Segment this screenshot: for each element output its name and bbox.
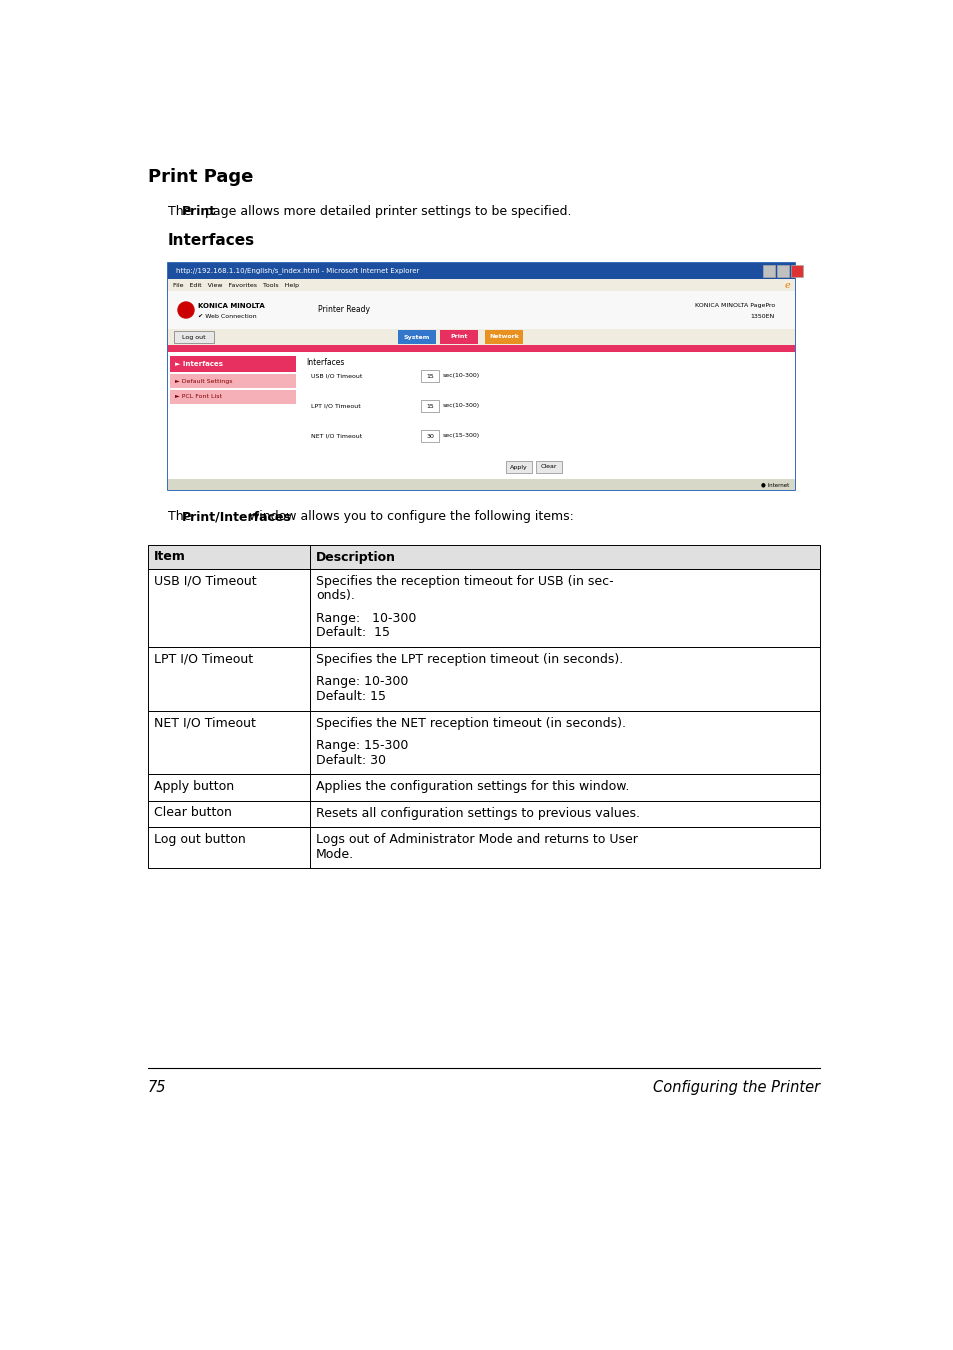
Text: onds).: onds). <box>315 590 355 602</box>
Bar <box>148 545 820 568</box>
Text: 30: 30 <box>426 433 434 439</box>
Bar <box>420 400 438 412</box>
Text: Range: 10-300: Range: 10-300 <box>315 675 408 688</box>
Bar <box>148 828 820 868</box>
Text: Interfaces: Interfaces <box>306 358 344 367</box>
Text: page allows more detailed printer settings to be specified.: page allows more detailed printer settin… <box>201 205 572 217</box>
Text: window allows you to configure the following items:: window allows you to configure the follo… <box>245 510 574 522</box>
Bar <box>148 710 820 774</box>
Text: KONICA MINOLTA: KONICA MINOLTA <box>198 302 265 309</box>
Bar <box>536 460 561 472</box>
Bar <box>170 390 295 404</box>
Bar <box>397 329 436 344</box>
Text: Print Page: Print Page <box>148 167 253 186</box>
Bar <box>148 647 820 710</box>
Bar <box>170 356 295 373</box>
Bar <box>484 329 522 344</box>
Text: http://192.168.1.10/English/s_index.html - Microsoft Internet Explorer: http://192.168.1.10/English/s_index.html… <box>175 267 419 274</box>
Text: Item: Item <box>153 551 186 563</box>
Text: NET I/O Timeout: NET I/O Timeout <box>153 717 255 729</box>
Text: Mode.: Mode. <box>315 848 354 860</box>
Text: Specifies the LPT reception timeout (in seconds).: Specifies the LPT reception timeout (in … <box>315 653 622 666</box>
Bar <box>168 263 794 279</box>
Text: Log out button: Log out button <box>153 833 246 846</box>
Text: System: System <box>403 335 430 339</box>
Text: Printer Ready: Printer Ready <box>317 305 370 315</box>
Text: Print: Print <box>181 205 215 217</box>
Text: Apply: Apply <box>510 464 527 470</box>
Text: Print: Print <box>450 335 467 339</box>
Text: Interfaces: Interfaces <box>168 234 254 248</box>
Text: Network: Network <box>489 335 518 339</box>
Bar <box>168 263 794 490</box>
Bar <box>170 374 295 387</box>
Text: File   Edit   View   Favorites   Tools   Help: File Edit View Favorites Tools Help <box>172 282 298 288</box>
Text: Logs out of Administrator Mode and returns to User: Logs out of Administrator Mode and retur… <box>315 833 638 846</box>
Text: ► Interfaces: ► Interfaces <box>174 360 223 367</box>
Text: NET I/O Timeout: NET I/O Timeout <box>311 433 362 439</box>
Bar <box>762 265 774 277</box>
Text: The: The <box>168 205 195 217</box>
Text: LPT I/O Timeout: LPT I/O Timeout <box>153 653 253 666</box>
Text: KONICA MINOLTA PagePro: KONICA MINOLTA PagePro <box>694 304 774 309</box>
Text: Range:   10-300: Range: 10-300 <box>315 612 416 625</box>
Bar <box>148 568 820 647</box>
Text: 15: 15 <box>426 374 434 378</box>
Text: Specifies the NET reception timeout (in seconds).: Specifies the NET reception timeout (in … <box>315 717 625 729</box>
Text: Description: Description <box>315 551 395 563</box>
Text: 75: 75 <box>148 1080 167 1095</box>
Bar <box>168 329 794 346</box>
Text: sec(10-300): sec(10-300) <box>442 374 479 378</box>
Bar <box>439 329 477 344</box>
Text: Range: 15-300: Range: 15-300 <box>315 738 408 752</box>
Text: sec(15-300): sec(15-300) <box>442 433 479 439</box>
Text: 15: 15 <box>426 404 434 409</box>
Circle shape <box>178 302 193 319</box>
Text: Specifies the reception timeout for USB (in sec-: Specifies the reception timeout for USB … <box>315 575 613 589</box>
Bar <box>168 279 794 292</box>
Bar <box>168 346 794 352</box>
Bar <box>505 460 532 472</box>
Text: Print/Interfaces: Print/Interfaces <box>181 510 292 522</box>
Bar <box>173 331 213 343</box>
Text: ► Default Settings: ► Default Settings <box>174 378 233 383</box>
Bar <box>776 265 788 277</box>
Text: USB I/O Timeout: USB I/O Timeout <box>311 374 362 378</box>
Bar <box>168 292 794 329</box>
Text: Apply button: Apply button <box>153 780 233 792</box>
Text: e: e <box>783 281 789 289</box>
Text: sec(10-300): sec(10-300) <box>442 404 479 409</box>
Bar <box>168 479 794 490</box>
Text: The: The <box>168 510 195 522</box>
Text: Clear button: Clear button <box>153 806 232 819</box>
Bar <box>148 774 820 801</box>
Bar <box>148 801 820 828</box>
Text: USB I/O Timeout: USB I/O Timeout <box>153 575 256 589</box>
Bar <box>420 370 438 382</box>
Text: ✔ Web Connection: ✔ Web Connection <box>198 313 256 319</box>
Text: Default: 30: Default: 30 <box>315 753 386 767</box>
Text: Default: 15: Default: 15 <box>315 690 386 703</box>
Text: Resets all configuration settings to previous values.: Resets all configuration settings to pre… <box>315 806 639 819</box>
Text: ► PCL Font List: ► PCL Font List <box>174 394 222 400</box>
Text: Default:  15: Default: 15 <box>315 626 390 640</box>
Bar <box>790 265 802 277</box>
Text: 1350EN: 1350EN <box>750 313 774 319</box>
Text: Clear: Clear <box>540 464 557 470</box>
Bar <box>420 431 438 441</box>
Bar <box>168 352 794 490</box>
Text: ● Internet: ● Internet <box>760 482 788 487</box>
Text: Configuring the Printer: Configuring the Printer <box>652 1080 820 1095</box>
Text: Applies the configuration settings for this window.: Applies the configuration settings for t… <box>315 780 629 792</box>
Text: Log out: Log out <box>182 335 206 339</box>
Text: LPT I/O Timeout: LPT I/O Timeout <box>311 404 360 409</box>
